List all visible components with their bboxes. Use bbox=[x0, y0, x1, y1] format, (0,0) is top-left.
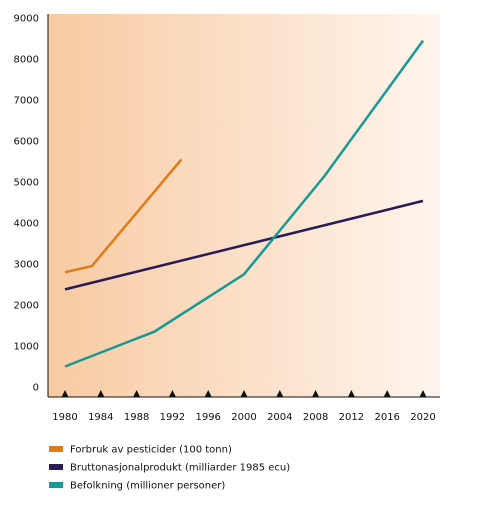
x-tick-label: 1980 bbox=[52, 412, 77, 423]
x-tick-marker bbox=[97, 390, 105, 397]
y-tick-label: 6000 bbox=[14, 137, 39, 148]
x-tick-marker bbox=[383, 390, 391, 397]
x-tick-label: 2020 bbox=[410, 412, 435, 423]
x-tick-marker bbox=[61, 390, 69, 397]
x-tick-label: 1996 bbox=[195, 412, 220, 423]
legend-label: Forbruk av pesticider (100 tonn) bbox=[70, 445, 232, 456]
y-tick-label: 9000 bbox=[14, 14, 39, 25]
y-tick-label: 7000 bbox=[14, 96, 39, 107]
x-tick-label: 2008 bbox=[303, 412, 328, 423]
x-tick-label: 2004 bbox=[267, 412, 292, 423]
legend-swatch bbox=[49, 482, 63, 488]
y-tick-label: 2000 bbox=[14, 301, 39, 312]
legend-swatch bbox=[49, 446, 63, 452]
x-tick-label: 2012 bbox=[339, 412, 364, 423]
x-tick-label: 1992 bbox=[160, 412, 185, 423]
y-tick-label: 3000 bbox=[14, 260, 39, 271]
x-tick-marker bbox=[276, 390, 284, 397]
x-tick-marker bbox=[347, 390, 355, 397]
series-layer bbox=[64, 39, 425, 368]
x-tick-marker bbox=[168, 390, 176, 397]
y-tick-label: 0 bbox=[33, 383, 39, 394]
x-tick-label: 1984 bbox=[88, 412, 113, 423]
series-line-2 bbox=[64, 39, 425, 368]
series-line-1 bbox=[64, 199, 424, 291]
y-tick-label: 5000 bbox=[14, 178, 39, 189]
x-tick-marker bbox=[312, 390, 320, 397]
y-tick-label: 1000 bbox=[14, 342, 39, 353]
y-tick-label: 4000 bbox=[14, 219, 39, 230]
x-axis-ticks: 1980 1984 1988 1992 1996 2000 2004 2008 2012 2016… bbox=[52, 390, 436, 423]
legend-label: Befolkning (millioner personer) bbox=[70, 481, 225, 492]
plot-background bbox=[48, 14, 440, 397]
legend-swatch bbox=[49, 464, 63, 470]
y-axis-ticks: 0 1000 2000 3000 4000 5000 6000 7000 8000 9000 bbox=[14, 14, 39, 394]
x-tick-marker bbox=[204, 390, 212, 397]
legend-label: Bruttonasjonalprodukt (milliarder 1985 e… bbox=[70, 463, 290, 474]
series-line-0 bbox=[64, 158, 183, 274]
x-tick-label: 2016 bbox=[374, 412, 399, 423]
x-tick-label: 2000 bbox=[231, 412, 256, 423]
x-tick-label: 1988 bbox=[124, 412, 149, 423]
y-tick-label: 8000 bbox=[14, 55, 39, 66]
x-tick-marker bbox=[133, 390, 141, 397]
legend: Forbruk av pesticider (100 tonn) Bruttona… bbox=[49, 445, 290, 492]
x-tick-marker bbox=[419, 390, 427, 397]
x-tick-marker bbox=[240, 390, 248, 397]
